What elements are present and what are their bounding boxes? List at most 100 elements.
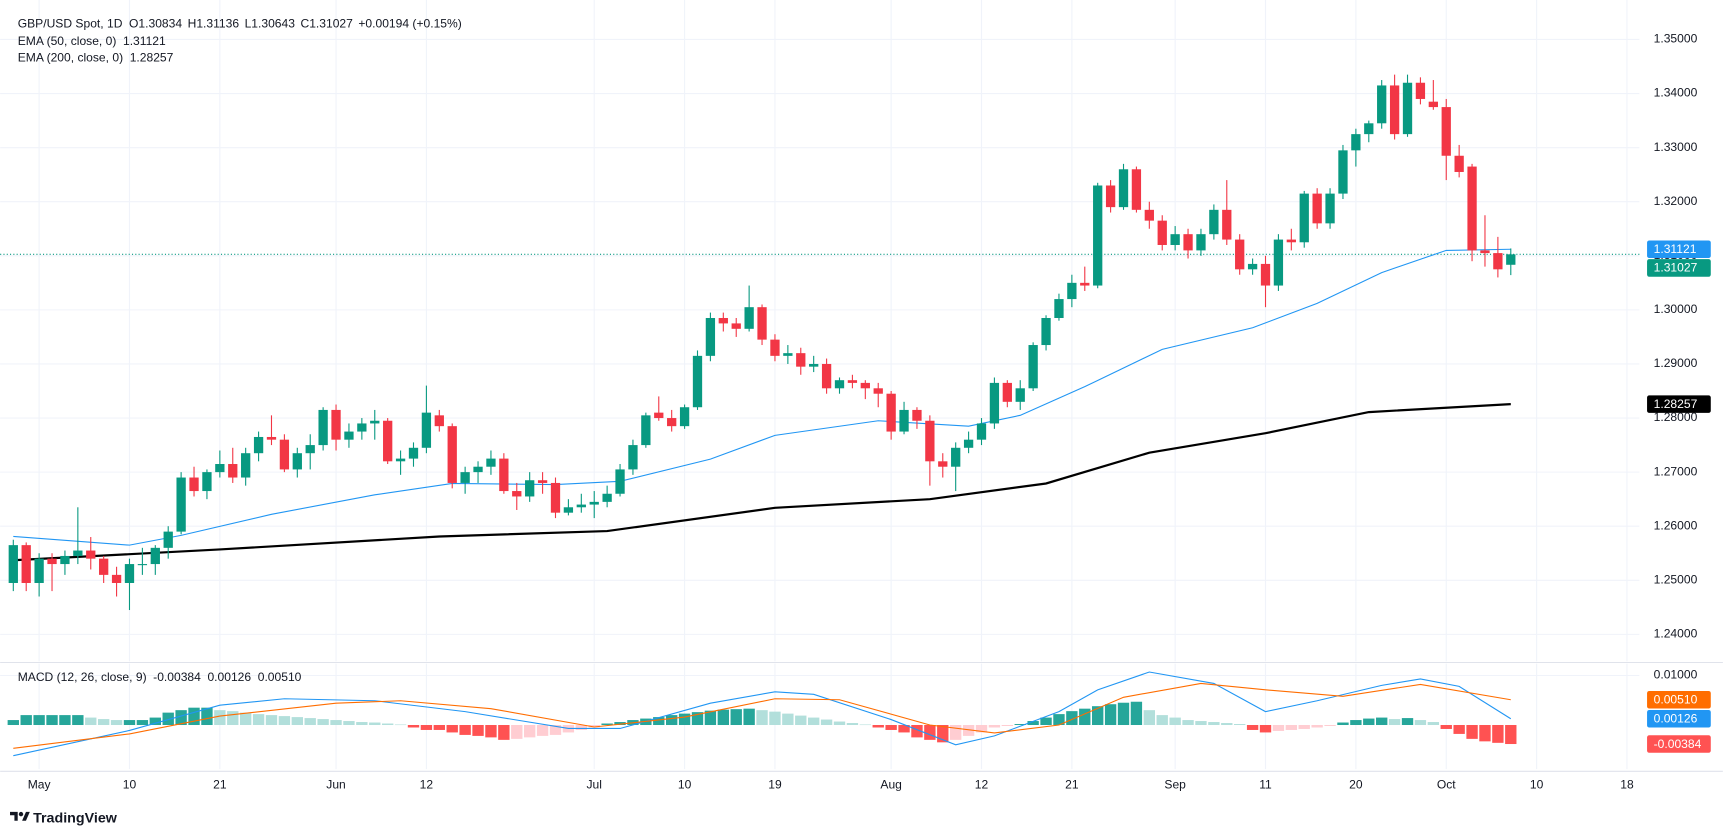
x-tick-label: Jul	[586, 778, 601, 792]
macd-histogram-bar	[72, 715, 84, 726]
macd-histogram-bar	[588, 725, 600, 728]
macd-histogram-bar	[252, 714, 265, 726]
macd-histogram-bar	[653, 717, 665, 726]
price-tag-label: 1.28257	[1654, 397, 1698, 411]
candle-body	[512, 491, 522, 497]
legend-text: H	[188, 16, 197, 30]
legend-text: O	[129, 16, 138, 30]
candle-body	[241, 453, 251, 478]
macd-histogram-bar	[1337, 722, 1349, 726]
candle-body	[679, 407, 690, 427]
candle-body	[1364, 123, 1374, 135]
candle-body	[873, 388, 883, 394]
candle-body	[1338, 150, 1348, 194]
candle-body	[912, 409, 922, 421]
legend-text: 1.31136	[196, 16, 239, 30]
macd-histogram-bar	[950, 725, 962, 740]
candle-body	[989, 382, 1000, 424]
macd-histogram-bar	[1208, 722, 1220, 726]
macd-histogram-bar	[20, 715, 32, 726]
candle-body	[951, 447, 961, 467]
macd-histogram-bar	[575, 725, 587, 730]
candle-body	[976, 423, 987, 440]
macd-histogram-bar	[330, 720, 342, 726]
macd-histogram-bar	[227, 711, 239, 726]
macd-histogram-bar	[446, 725, 458, 733]
macd-line	[13, 671, 1512, 757]
macd-histogram-bar	[472, 725, 484, 736]
candle-body	[744, 307, 754, 329]
ema-line	[13, 403, 1511, 562]
candle-body	[305, 445, 315, 454]
macd-histogram-bar	[601, 723, 613, 726]
price-tag-label: 1.31121	[1654, 242, 1697, 256]
candle-body	[47, 558, 57, 565]
candle-body	[667, 418, 677, 427]
y-tick-label: 1.28000	[1654, 410, 1698, 424]
legend-text: 1.31121	[123, 34, 166, 48]
macd-histogram-bar	[820, 719, 833, 726]
candle-body	[73, 550, 83, 556]
logo	[10, 811, 30, 821]
candle-body	[602, 493, 612, 502]
candle-body	[215, 464, 225, 473]
macd-histogram-bar	[1104, 704, 1117, 726]
macd-histogram-bar	[1195, 721, 1207, 726]
x-tick-label: 12	[420, 778, 434, 792]
candle-body	[1196, 234, 1206, 251]
candle-body	[357, 423, 367, 432]
macd-histogram-bar	[756, 710, 768, 726]
price-tag-label: 1.31027	[1654, 261, 1698, 275]
x-tick-label: 21	[1065, 778, 1079, 792]
candle-body	[1467, 166, 1477, 251]
macd-histogram-bar	[278, 716, 291, 726]
macd-histogram-bar	[962, 725, 975, 736]
macd-histogram-bar	[1221, 723, 1233, 726]
candle-body	[654, 412, 664, 419]
candle-body	[228, 464, 238, 478]
macd-histogram-bar	[1401, 718, 1414, 726]
candle-body	[383, 420, 393, 462]
candle-body	[783, 353, 793, 356]
candle-body	[938, 461, 948, 467]
macd-histogram-bar	[1079, 708, 1091, 726]
candle-body	[576, 504, 586, 508]
macd-histogram-bar	[1092, 706, 1104, 726]
candle-body	[421, 412, 432, 448]
candle-body	[331, 409, 341, 440]
macd-histogram-bar	[1117, 702, 1130, 726]
candle-body	[1415, 82, 1426, 99]
legend-text: 1.30834	[138, 16, 182, 30]
legend-text: 0.00510	[258, 670, 302, 684]
legend-text: EMA (200, close, 0)	[18, 50, 123, 64]
macd-histogram-bar	[1027, 721, 1039, 726]
price-tag	[1647, 259, 1711, 277]
candle-body	[292, 453, 302, 470]
x-tick-label: 18	[1620, 778, 1634, 792]
macd-histogram-bar	[1143, 710, 1156, 726]
candle-body	[589, 501, 599, 505]
macd-histogram-bar	[678, 713, 691, 726]
macd-histogram-bar	[1453, 725, 1465, 734]
macd-histogram-bar	[291, 717, 303, 726]
macd-histogram-bar	[1285, 725, 1298, 730]
candle-body	[137, 564, 148, 566]
macd-histogram-bar	[988, 725, 1001, 728]
candle-body	[111, 574, 122, 583]
macd-histogram-bar	[498, 725, 510, 740]
macd-histogram-bar	[381, 723, 394, 726]
macd-histogram-bar	[1156, 715, 1168, 726]
candle-body	[1235, 239, 1245, 270]
candle-body	[1351, 134, 1361, 151]
candle-body	[1105, 185, 1116, 208]
macd-histogram-bar	[459, 725, 471, 735]
x-tick-label: May	[28, 778, 52, 792]
brand: TradingView	[33, 810, 118, 826]
macd-histogram-bar	[833, 721, 846, 726]
macd-histogram-bar	[33, 715, 45, 726]
candle-body	[705, 317, 716, 356]
candle-body	[1454, 155, 1464, 172]
x-tick-label: 11	[1259, 778, 1272, 792]
legend-text: +0.00194 (+0.15%)	[358, 16, 461, 30]
